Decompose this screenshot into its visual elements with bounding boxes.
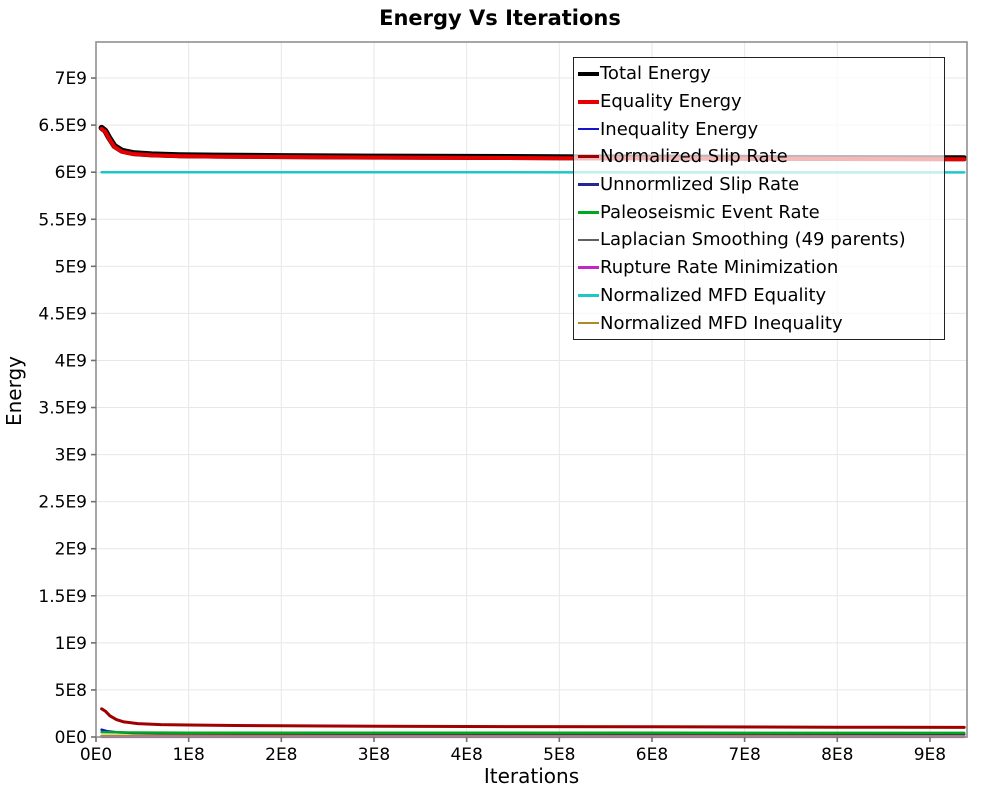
legend-label: Rupture Rate Minimization (600, 257, 839, 279)
x-tick-label: 1E8 (172, 745, 204, 765)
y-tick-label: 6E9 (55, 163, 87, 183)
x-tick-label: 8E8 (821, 745, 853, 765)
legend-item: Inequality Energy (578, 116, 940, 142)
y-tick-label: 5.5E9 (38, 210, 87, 230)
y-tick-label: 2E9 (55, 540, 87, 560)
legend-item: Equality Energy (578, 89, 940, 115)
legend-line-swatch (578, 294, 599, 297)
legend-label: Total Energy (600, 63, 711, 85)
legend-box: Total Energy Equality Energy Inequality En… (573, 57, 945, 340)
legend-line-swatch (578, 183, 599, 186)
legend-label: Laplacian Smoothing (49 parents) (600, 229, 906, 251)
x-tick-label: 7E8 (728, 745, 760, 765)
x-tick-label: 3E8 (358, 745, 390, 765)
legend-line-swatch (578, 155, 599, 159)
series-line-paleoseismic-event-rate (100, 730, 966, 735)
y-tick-label: 1E9 (55, 634, 87, 654)
y-tick-label: 3E9 (55, 446, 87, 466)
legend-item: Normalized Slip Rate (578, 144, 940, 170)
x-tick-label: 4E8 (450, 745, 482, 765)
series-line-normalized-slip-rate (100, 707, 966, 729)
legend-item: Normalized MFD Inequality (578, 310, 940, 336)
legend-line-swatch (578, 321, 599, 325)
x-tick-label: 9E8 (914, 745, 946, 765)
legend-line-swatch (578, 266, 599, 269)
legend-label: Inequality Energy (600, 118, 759, 140)
x-tick-label: 2E8 (265, 745, 297, 765)
legend-label: Paleoseismic Event Rate (600, 201, 820, 223)
x-tick-label: 6E8 (636, 745, 668, 765)
y-tick-label: 2.5E9 (38, 493, 87, 513)
x-axis-title: Iterations (483, 764, 580, 788)
legend-label: Equality Energy (600, 91, 742, 113)
legend-line-swatch (578, 127, 599, 131)
y-tick-label: 3.5E9 (38, 399, 87, 419)
legend-label: Normalized MFD Equality (600, 284, 827, 306)
y-tick-label: 5E9 (55, 257, 87, 277)
y-tick-label: 4E9 (55, 351, 87, 371)
x-tick-label: 0E0 (80, 745, 112, 765)
y-tick-label: 7E9 (55, 69, 87, 89)
legend-item: Total Energy (578, 61, 940, 87)
y-tick-label: 0E0 (55, 728, 87, 748)
chart-title: Energy Vs Iterations (379, 6, 621, 30)
legend-item: Unnormlized Slip Rate (578, 172, 940, 198)
legend-item: Rupture Rate Minimization (578, 255, 940, 281)
plot-border (95, 41, 968, 738)
y-tick-label: 5E8 (55, 681, 87, 701)
y-tick-label: 4.5E9 (38, 304, 87, 324)
legend-item: Normalized MFD Equality (578, 282, 940, 308)
legend-label: Normalized MFD Inequality (600, 312, 843, 334)
x-tick-label: 5E8 (543, 745, 575, 765)
legend-item: Paleoseismic Event Rate (578, 199, 940, 225)
legend-line-swatch (578, 238, 599, 242)
legend-line-swatch (578, 99, 599, 104)
y-tick-label: 1.5E9 (38, 587, 87, 607)
y-tick-label: 6.5E9 (38, 116, 87, 136)
legend-line-swatch (578, 211, 599, 214)
legend-item: Laplacian Smoothing (49 parents) (578, 227, 940, 253)
legend-line-swatch (578, 71, 599, 77)
legend-label: Normalized Slip Rate (600, 146, 788, 168)
legend-label: Unnormlized Slip Rate (600, 174, 800, 196)
